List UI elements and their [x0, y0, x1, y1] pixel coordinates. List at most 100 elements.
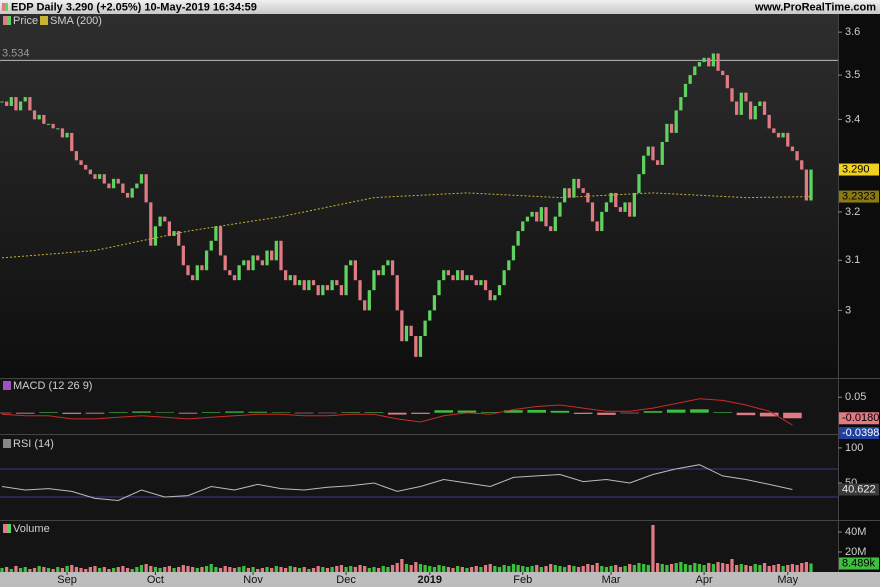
histogram-bar: [643, 411, 663, 413]
panel-swatch: [3, 381, 11, 390]
y-tick-label: 3.1: [845, 254, 860, 266]
histogram-bar: [411, 412, 430, 414]
candle: [511, 245, 516, 261]
histogram-bar: [504, 410, 523, 413]
histogram-bar: [620, 412, 639, 414]
header-icon: [2, 3, 5, 11]
volume-bar: [283, 568, 288, 572]
volume-bar: [474, 566, 478, 572]
legend-swatch: [3, 16, 7, 25]
candle: [539, 207, 543, 222]
histogram-bar: [457, 410, 477, 413]
histogram-bar: [178, 412, 198, 414]
volume-bar: [51, 569, 55, 572]
volume-bar: [404, 564, 409, 572]
candle: [102, 174, 106, 184]
volume-bar: [725, 564, 729, 572]
volume-bar: [23, 567, 27, 572]
rsi-last-label-bg: [839, 483, 879, 496]
volume-bar: [465, 568, 469, 572]
volume-bar: [311, 568, 316, 572]
x-tick-label: 2019: [418, 574, 442, 586]
volume-bar: [60, 568, 65, 572]
volume-bar: [428, 566, 432, 572]
candle: [800, 160, 804, 170]
candle: [442, 270, 446, 281]
volume-bar: [595, 563, 599, 572]
candle: [432, 295, 437, 311]
macd-line: [1, 398, 793, 426]
candle: [451, 275, 455, 281]
candle: [279, 240, 283, 271]
candle: [223, 255, 227, 271]
volume-bar: [730, 559, 734, 572]
candle: [46, 123, 51, 125]
volume-bar: [228, 567, 232, 572]
candle: [74, 151, 79, 161]
volume-bar: [200, 567, 204, 572]
x-tick-label: Mar: [602, 574, 621, 586]
candle: [437, 280, 441, 296]
candle: [414, 336, 418, 357]
panel-swatch: [3, 524, 7, 533]
candle: [409, 325, 413, 337]
volume-bar: [553, 565, 557, 572]
panel-swatch: [7, 524, 11, 533]
volume-bar: [456, 566, 460, 572]
candle: [381, 265, 385, 276]
candle: [562, 188, 567, 203]
candle: [325, 285, 330, 291]
candle: [567, 188, 571, 198]
volume-bar: [758, 565, 762, 572]
volume-bar: [702, 565, 706, 572]
volume-bar: [260, 568, 265, 572]
candle: [521, 221, 525, 232]
volume-bar: [279, 567, 283, 572]
volume-bar: [762, 563, 767, 572]
candle: [237, 265, 241, 281]
volume-bar: [79, 568, 83, 572]
histogram-bar: [736, 412, 756, 416]
candle: [474, 280, 478, 286]
volume-bar: [655, 563, 660, 572]
macd-last-label: -0.0398: [842, 427, 879, 439]
volume-bar: [400, 559, 404, 572]
candle: [158, 216, 162, 227]
candle: [232, 275, 237, 281]
volume-bar: [753, 564, 757, 572]
volume-last-label: 8.489k: [842, 557, 876, 569]
candle: [776, 132, 781, 138]
volume-bar: [535, 565, 539, 572]
plot: 3 3.1 3.2 3.4 3.5 3.6 3.534 3.290 3.2323 Price SMA…: [0, 15, 879, 586]
volume-bar: [270, 568, 274, 572]
volume-bar: [367, 568, 371, 572]
candle: [79, 160, 83, 165]
candle: [767, 114, 771, 129]
volume-bar: [195, 568, 199, 572]
volume-bar: [693, 563, 697, 572]
candle: [144, 174, 148, 203]
histogram-bar: [666, 409, 686, 413]
volume-bar: [46, 568, 51, 572]
candle: [735, 101, 739, 115]
volume-bar: [232, 568, 237, 572]
candle: [688, 75, 692, 84]
candle: [642, 155, 646, 175]
volume-bar: [149, 566, 153, 572]
candle: [786, 132, 790, 147]
candle: [772, 128, 776, 133]
candle: [209, 240, 213, 251]
volume-bar: [293, 567, 297, 572]
candle: [51, 123, 55, 129]
candle: [353, 260, 357, 281]
candle: [721, 70, 725, 76]
candle: [386, 260, 390, 266]
volume-bar: [493, 566, 497, 572]
volume-bar: [790, 564, 795, 572]
candle: [242, 260, 246, 266]
candle: [646, 146, 650, 156]
candle: [460, 270, 464, 281]
volume-bar: [437, 565, 441, 572]
volume-bar: [302, 567, 306, 572]
